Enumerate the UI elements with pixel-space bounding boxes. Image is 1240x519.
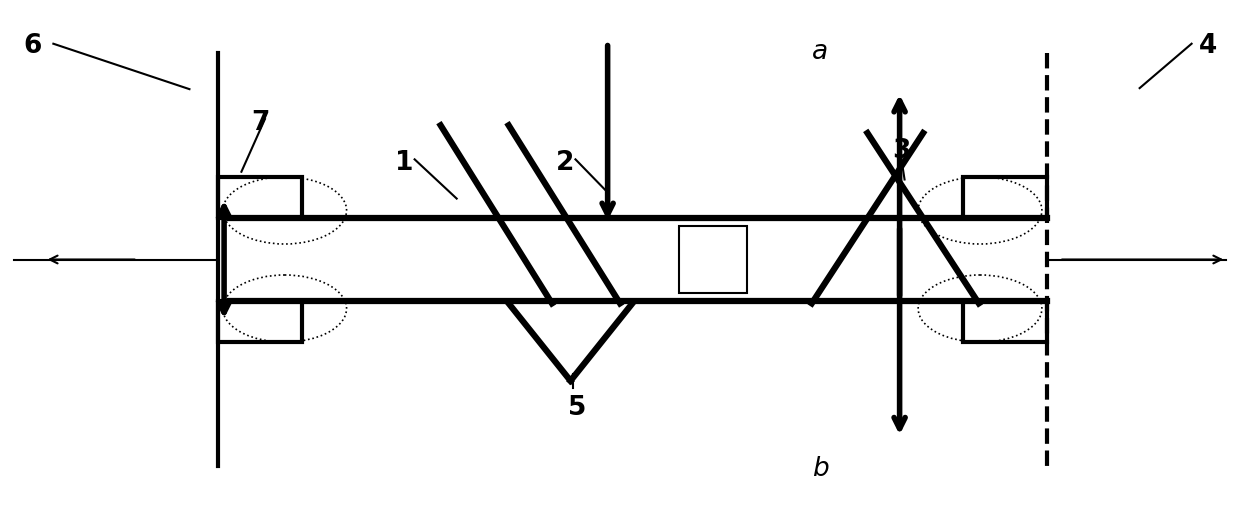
Text: a: a (812, 38, 828, 64)
Polygon shape (962, 301, 1047, 342)
Text: 6: 6 (24, 33, 42, 59)
Polygon shape (218, 177, 303, 218)
Text: 4: 4 (1199, 33, 1218, 59)
Text: 7: 7 (252, 110, 269, 136)
Polygon shape (962, 177, 1047, 218)
Bar (680, 226, 748, 293)
Text: 2: 2 (556, 150, 574, 176)
Text: 3: 3 (893, 138, 910, 164)
Text: 5: 5 (568, 395, 587, 421)
Polygon shape (218, 301, 303, 342)
Text: 1: 1 (394, 150, 413, 176)
Text: b: b (812, 456, 828, 482)
